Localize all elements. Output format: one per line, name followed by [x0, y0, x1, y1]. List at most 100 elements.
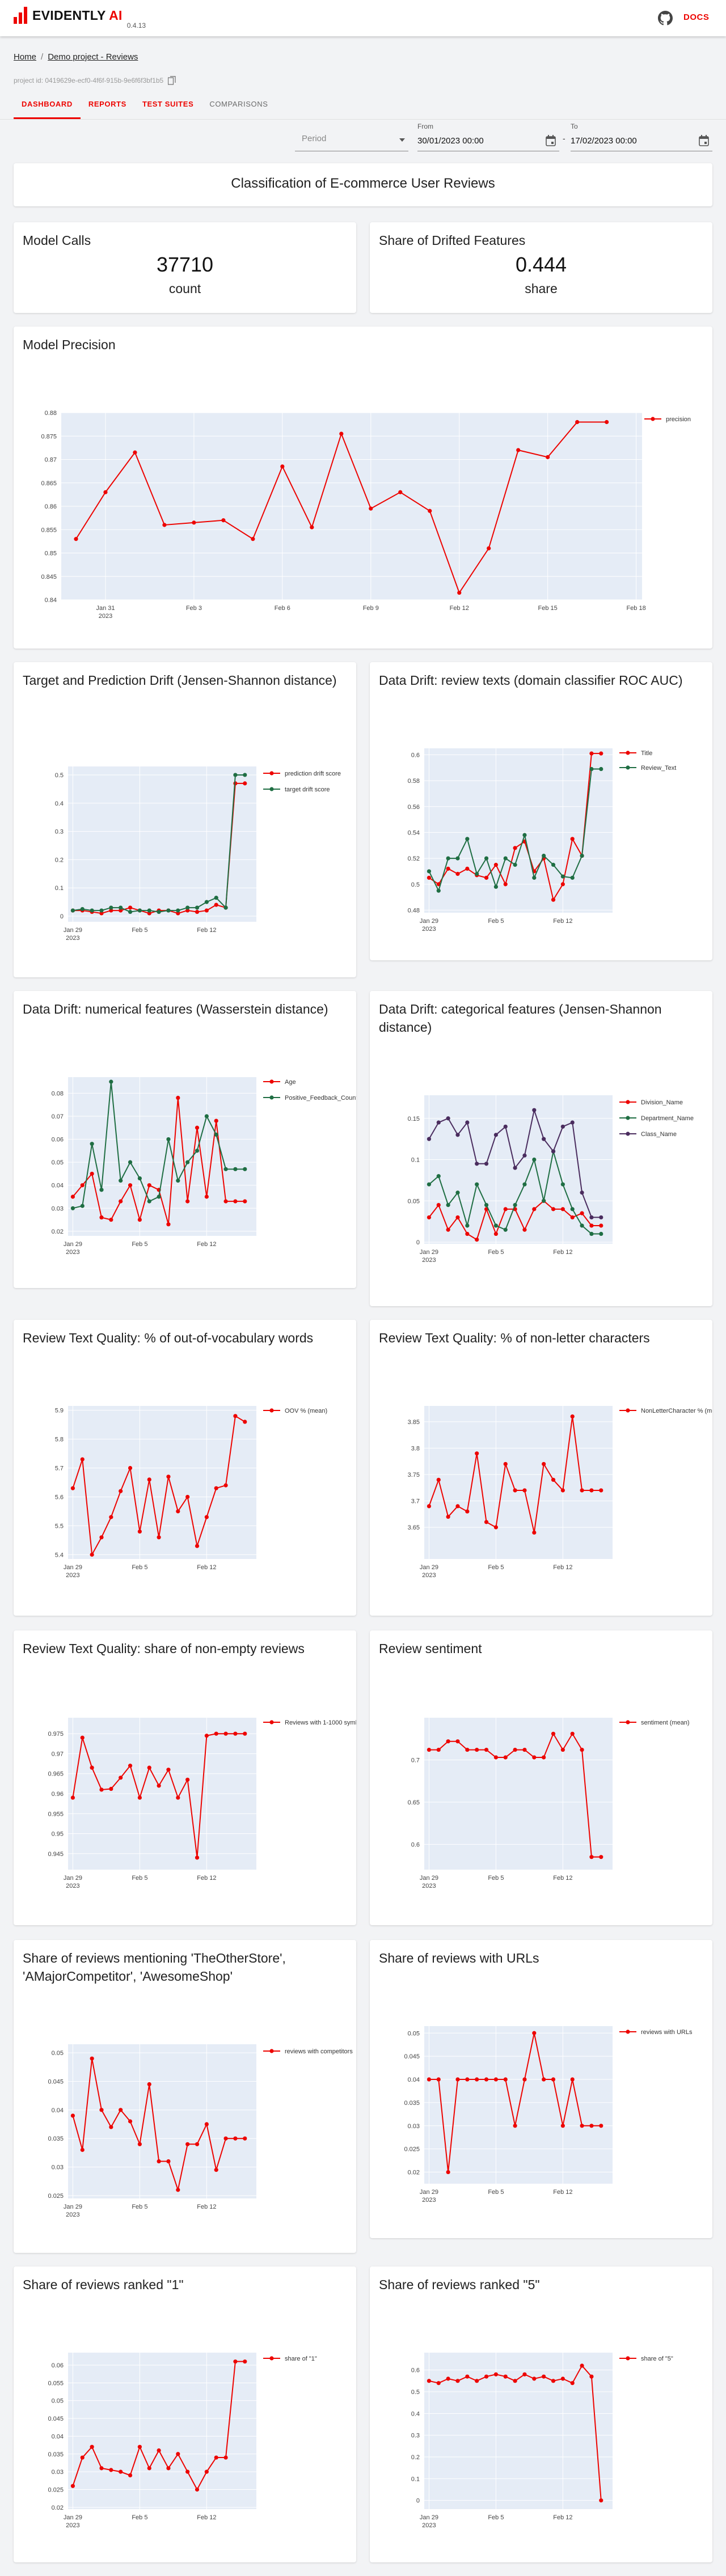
x-tick-label: Feb 5 [488, 2189, 504, 2196]
calendar-icon[interactable] [699, 135, 709, 146]
data-point [427, 1137, 432, 1141]
data-point [243, 1167, 247, 1171]
data-point [589, 766, 594, 772]
data-point [455, 2379, 460, 2383]
data-point [580, 1211, 584, 1215]
data-point [475, 1747, 479, 1752]
plot-area [68, 2044, 256, 2198]
data-point [147, 911, 151, 916]
y-tick-label: 0.04 [408, 2077, 420, 2083]
data-point [147, 2466, 151, 2471]
data-point [551, 1149, 556, 1154]
legend-label: Class_Name [641, 1131, 677, 1138]
tab-comparisons[interactable]: COMPARISONS [209, 100, 268, 108]
data-point [516, 448, 521, 452]
breadcrumb-home-link[interactable]: Home [14, 52, 37, 62]
x-tick-label: Feb 18 [626, 605, 645, 612]
y-tick-label: 0.965 [48, 1771, 64, 1778]
data-point [427, 875, 432, 880]
copy-icon[interactable] [168, 76, 176, 85]
data-point [503, 856, 508, 861]
tab-test-suites[interactable]: TEST SUITES [142, 100, 194, 108]
data-point [484, 875, 489, 880]
data-point [223, 905, 228, 910]
y-tick-label: 0.865 [41, 480, 57, 487]
data-point [109, 905, 113, 910]
data-point [99, 1188, 104, 1192]
data-point [128, 1183, 133, 1188]
x-tick-label: Jan 29 [64, 1241, 82, 1248]
chart-plot: 0.945 0.95 0.955 0.96 0.965 0.97 0.975 Jan 2920… [48, 1718, 356, 1889]
data-point [493, 862, 498, 867]
data-point [427, 1504, 432, 1509]
y-tick-label: 5.4 [55, 1552, 64, 1558]
data-point [223, 2136, 228, 2141]
data-point [446, 1202, 450, 1208]
counter-title: Share of Drifted Features [379, 233, 526, 248]
data-point [339, 431, 344, 436]
data-point [233, 1167, 238, 1171]
tab-reports[interactable]: REPORTS [88, 100, 126, 108]
from-date-field[interactable]: From 30/01/2023 00:00 [417, 120, 559, 151]
data-point [560, 1488, 565, 1493]
y-tick-label: 0.15 [408, 1116, 420, 1122]
data-point [157, 1194, 161, 1199]
data-point [90, 1171, 94, 1176]
data-point [280, 464, 285, 469]
period-placeholder: Period [302, 134, 327, 143]
legend-marker [269, 2356, 274, 2361]
data-point [195, 1544, 200, 1548]
data-point [503, 882, 508, 887]
y-tick-label: 0.56 [408, 804, 420, 811]
y-tick-label: 0.025 [48, 2487, 64, 2494]
y-tick-label: 0.86 [45, 503, 57, 510]
plot-area [424, 748, 613, 913]
data-point [532, 2376, 537, 2381]
data-point [493, 2372, 498, 2376]
data-point [90, 2056, 94, 2061]
calendar-icon[interactable] [546, 135, 556, 146]
legend-marker [626, 1100, 630, 1104]
y-tick-label: 0.855 [41, 527, 57, 533]
legend-marker [651, 417, 655, 421]
data-point [214, 2455, 218, 2460]
data-point [465, 2374, 470, 2379]
data-point [80, 1204, 85, 1208]
data-point [522, 2077, 527, 2082]
period-select[interactable]: Period [295, 132, 408, 151]
chart-title: Share of reviews mentioning 'TheOtherSto… [23, 1951, 286, 1984]
legend-label: Review_Text [641, 765, 676, 772]
docs-link[interactable]: DOCS [683, 12, 710, 22]
chart-card-competitor-mentions: Share of reviews mentioning 'TheOtherSto… [14, 1940, 356, 2253]
data-point [475, 2379, 479, 2383]
evidently-logo[interactable]: EVIDENTLY AI 0.4.13 [14, 7, 146, 29]
x-tick-label: Feb 15 [538, 605, 558, 612]
data-point [551, 2379, 556, 2383]
to-date-field[interactable]: To 17/02/2023 00:00 [571, 120, 712, 151]
counter-card-drifted-features: Share of Drifted Features 0.444 share [370, 222, 712, 313]
y-tick-label: 0.6 [411, 2367, 420, 2374]
data-point [503, 1461, 508, 1467]
x-tick-label: Feb 12 [553, 1249, 572, 1256]
github-icon[interactable] [658, 11, 673, 26]
x-tick-label: Jan 29 [64, 2514, 82, 2521]
y-tick-label: 0.02 [408, 2170, 420, 2176]
data-point [369, 506, 373, 511]
data-point [546, 455, 550, 459]
x-tick-label: Jan 29 [420, 1564, 438, 1571]
logo-main-text: EVIDENTLY [32, 8, 106, 23]
data-point [147, 2082, 151, 2087]
tab-dashboard[interactable]: DASHBOARD [14, 94, 81, 119]
data-point [90, 908, 94, 913]
data-point [455, 871, 460, 876]
data-point [166, 2159, 171, 2164]
breadcrumb-project-link[interactable]: Demo project - Reviews [48, 52, 138, 62]
chart-card-reviews-with-urls: Share of reviews with URLs 0.02 0.025 0.03… [370, 1940, 712, 2238]
y-tick-label: 0.5 [411, 2389, 420, 2396]
data-point [243, 1199, 247, 1204]
chart-title: Review Text Quality: share of non-empty … [23, 1641, 305, 1656]
y-tick-label: 0.2 [55, 857, 64, 863]
data-point [119, 1179, 123, 1183]
